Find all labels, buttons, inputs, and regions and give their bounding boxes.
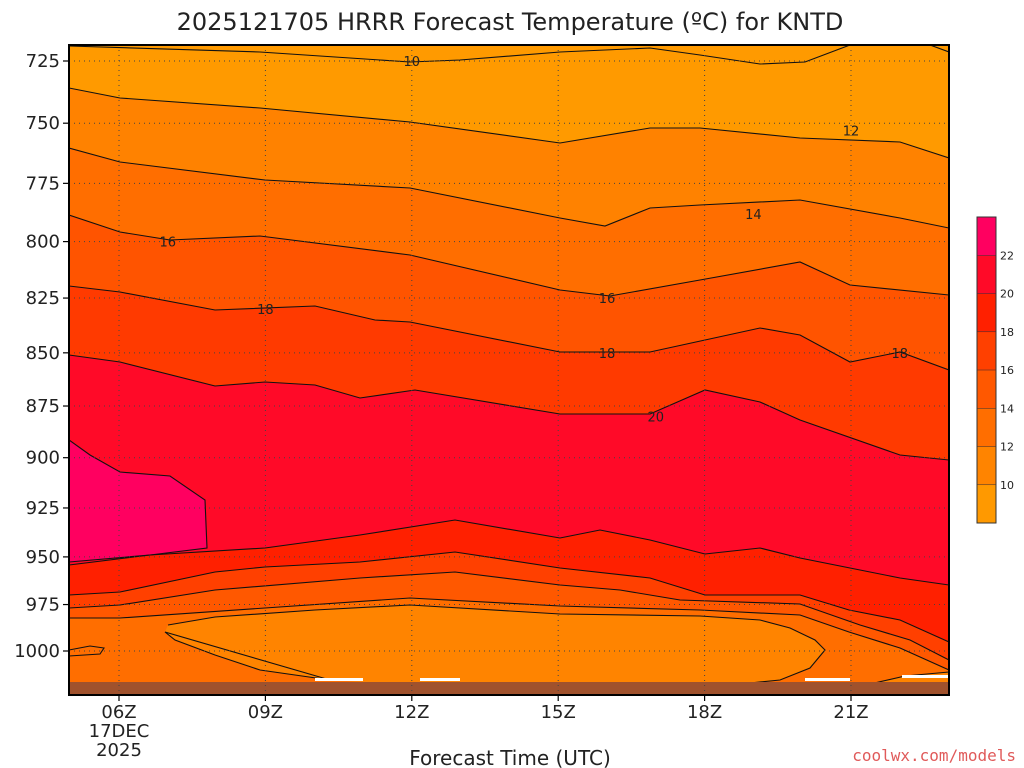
y-axis: 725 750 775 800 825 850 875 900 925 950 975 1000 (14, 51, 69, 662)
x-tick-label: 21Z (833, 702, 868, 723)
y-tick-label: 925 (26, 498, 60, 519)
contour-label: 18 (892, 347, 909, 362)
colorbar-segment (977, 446, 996, 486)
ground-bar (69, 682, 949, 695)
gridlines (69, 45, 949, 695)
x-date-line-1: 17DEC (89, 721, 150, 742)
colorbar-segment (977, 408, 996, 447)
y-tick-label: 775 (26, 173, 60, 194)
x-tick-label: 09Z (248, 702, 283, 723)
contour-label: 20 (648, 410, 665, 425)
contour-label: 14 (745, 208, 762, 223)
temp-band-12-cell (165, 605, 825, 685)
y-tick-label: 800 (26, 232, 60, 253)
temp-band-22 (69, 440, 207, 562)
ground-bar-highlight-3 (805, 678, 850, 681)
contour-line-16 (69, 214, 949, 297)
colorbar-tick-label: 14 (1000, 402, 1014, 415)
colorbar-tick-label: 20 (1000, 288, 1014, 301)
colorbar-segment (977, 370, 996, 409)
colorbar-tick-label: 22 (1000, 249, 1014, 262)
contour-label: 18 (599, 347, 616, 362)
contour-label: 10 (404, 55, 421, 70)
contour-line-10 (69, 45, 949, 65)
plot-frame (68, 44, 950, 696)
contour-field (69, 45, 949, 695)
x-axis-label: Forecast Time (UTC) (409, 746, 611, 768)
y-tick-label: 975 (26, 595, 60, 616)
colorbar-segment (977, 331, 996, 371)
contour-line-20-low (69, 519, 949, 586)
contour-label: 18 (257, 303, 274, 318)
contour-line-12 (69, 87, 949, 159)
y-tick-label: 850 (26, 343, 60, 364)
contour-label: 12 (843, 125, 860, 140)
x-tick-label: 06Z (101, 702, 136, 723)
y-tick-label: 725 (26, 51, 60, 72)
contour-line-12-cell (164, 604, 826, 685)
y-tick-label: 750 (26, 113, 60, 134)
colorbar: 10 12 14 16 18 20 22 (976, 216, 1014, 524)
chart-title: 2025121705 HRRR Forecast Temperature (ºC… (177, 8, 844, 36)
credit-link[interactable]: coolwx.com/models (852, 746, 1016, 765)
colorbar-segment (977, 217, 996, 256)
ground-bar-highlight-2 (420, 678, 460, 681)
x-tick-label: 15Z (541, 702, 576, 723)
colorbar-tick-label: 18 (1000, 326, 1014, 339)
contour-line-18 (69, 285, 949, 371)
y-tick-label: 950 (26, 547, 60, 568)
colorbar-tick-label: 12 (1000, 441, 1014, 454)
contour-line-18-low (69, 551, 949, 643)
contour-labels: 10 12 14 16 16 18 18 18 20 (160, 55, 909, 425)
colorbar-segment (977, 293, 996, 333)
contour-line-20 (69, 354, 949, 461)
contour-line-16-low (69, 571, 949, 661)
colorbar-segment (977, 484, 996, 524)
contour-label: 16 (599, 292, 616, 307)
contour-line-14-low (69, 597, 949, 671)
colorbar-tick-label: 16 (1000, 364, 1014, 377)
y-tick-label: 1000 (14, 641, 60, 662)
contour-lines (69, 45, 949, 685)
x-date-line-2: 2025 (96, 740, 142, 761)
contour-line-14 (69, 147, 949, 229)
contour-label: 16 (160, 236, 177, 251)
ground-bar-highlight-4 (902, 675, 948, 678)
colorbar-segment (977, 255, 996, 294)
colorbar-tick-label: 10 (1000, 479, 1014, 492)
x-tick-label: 12Z (394, 702, 429, 723)
ground-bar-highlight-1 (315, 678, 363, 681)
y-tick-label: 900 (26, 448, 60, 469)
y-tick-label: 825 (26, 288, 60, 309)
x-tick-label: 18Z (687, 702, 722, 723)
y-tick-label: 875 (26, 396, 60, 417)
contour-line-12-small (69, 645, 105, 657)
x-axis: 06Z 09Z 12Z 15Z 18Z 21Z (101, 695, 869, 723)
